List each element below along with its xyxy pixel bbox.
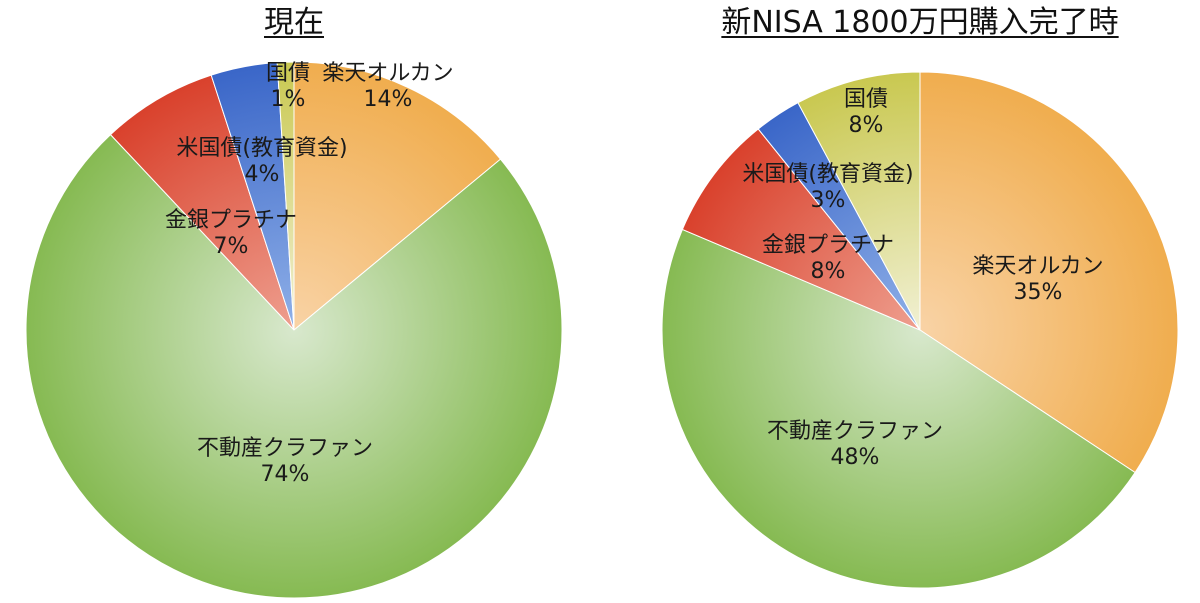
slice-label-name: 米国債(教育資金)	[176, 136, 347, 161]
slice-label-percent: 8%	[811, 259, 846, 284]
pie-slice-jgb	[276, 61, 295, 331]
slice-label-name: 国債	[844, 87, 888, 112]
slice-label-percent: 3%	[811, 188, 846, 213]
slice-label-name: 楽天オルカン	[972, 254, 1103, 279]
slice-label-name: 金銀プラチナ	[165, 208, 297, 233]
slice-label-name: 金銀プラチナ	[762, 233, 894, 258]
chart-title-nisa-complete: 新NISA 1800万円購入完了時	[721, 5, 1119, 40]
pie-slice-gold-silver-platinum	[109, 74, 295, 331]
pie-slice-rakuten-orcan	[293, 61, 502, 332]
slice-label-us-treasury-education: 米国債(教育資金)4%	[176, 136, 347, 187]
slice-label-jgb: 国債8%	[844, 87, 888, 138]
slice-label-percent: 74%	[261, 462, 310, 487]
slice-label-us-treasury-education: 米国債(教育資金)3%	[742, 162, 913, 213]
slice-label-name: 国債	[266, 61, 310, 86]
slice-label-percent: 14%	[364, 87, 413, 112]
pie-slice-jgb	[797, 71, 921, 331]
slice-label-percent: 35%	[1014, 280, 1063, 305]
pie-slice-real-estate-crowdfunding	[25, 133, 563, 599]
slice-label-percent: 7%	[214, 234, 249, 259]
slice-label-percent: 4%	[245, 162, 280, 187]
slice-label-percent: 1%	[271, 87, 306, 112]
pie-slice-real-estate-crowdfunding	[661, 228, 1136, 589]
slice-label-name: 楽天オルカン	[322, 61, 453, 86]
chart-title-current: 現在	[264, 5, 324, 40]
slice-label-name: 不動産クラファン	[197, 436, 373, 461]
slice-label-name: 米国債(教育資金)	[742, 162, 913, 187]
slice-label-percent: 48%	[831, 445, 880, 470]
pie-chart-1: 楽天オルカン35%不動産クラファン48%金銀プラチナ8%米国債(教育資金)3%国…	[661, 71, 1179, 589]
slice-label-jgb: 国債1%	[266, 61, 310, 112]
slice-label-name: 不動産クラファン	[767, 419, 943, 444]
slice-label-percent: 8%	[849, 113, 884, 138]
pie-slice-gold-silver-platinum	[681, 128, 921, 331]
